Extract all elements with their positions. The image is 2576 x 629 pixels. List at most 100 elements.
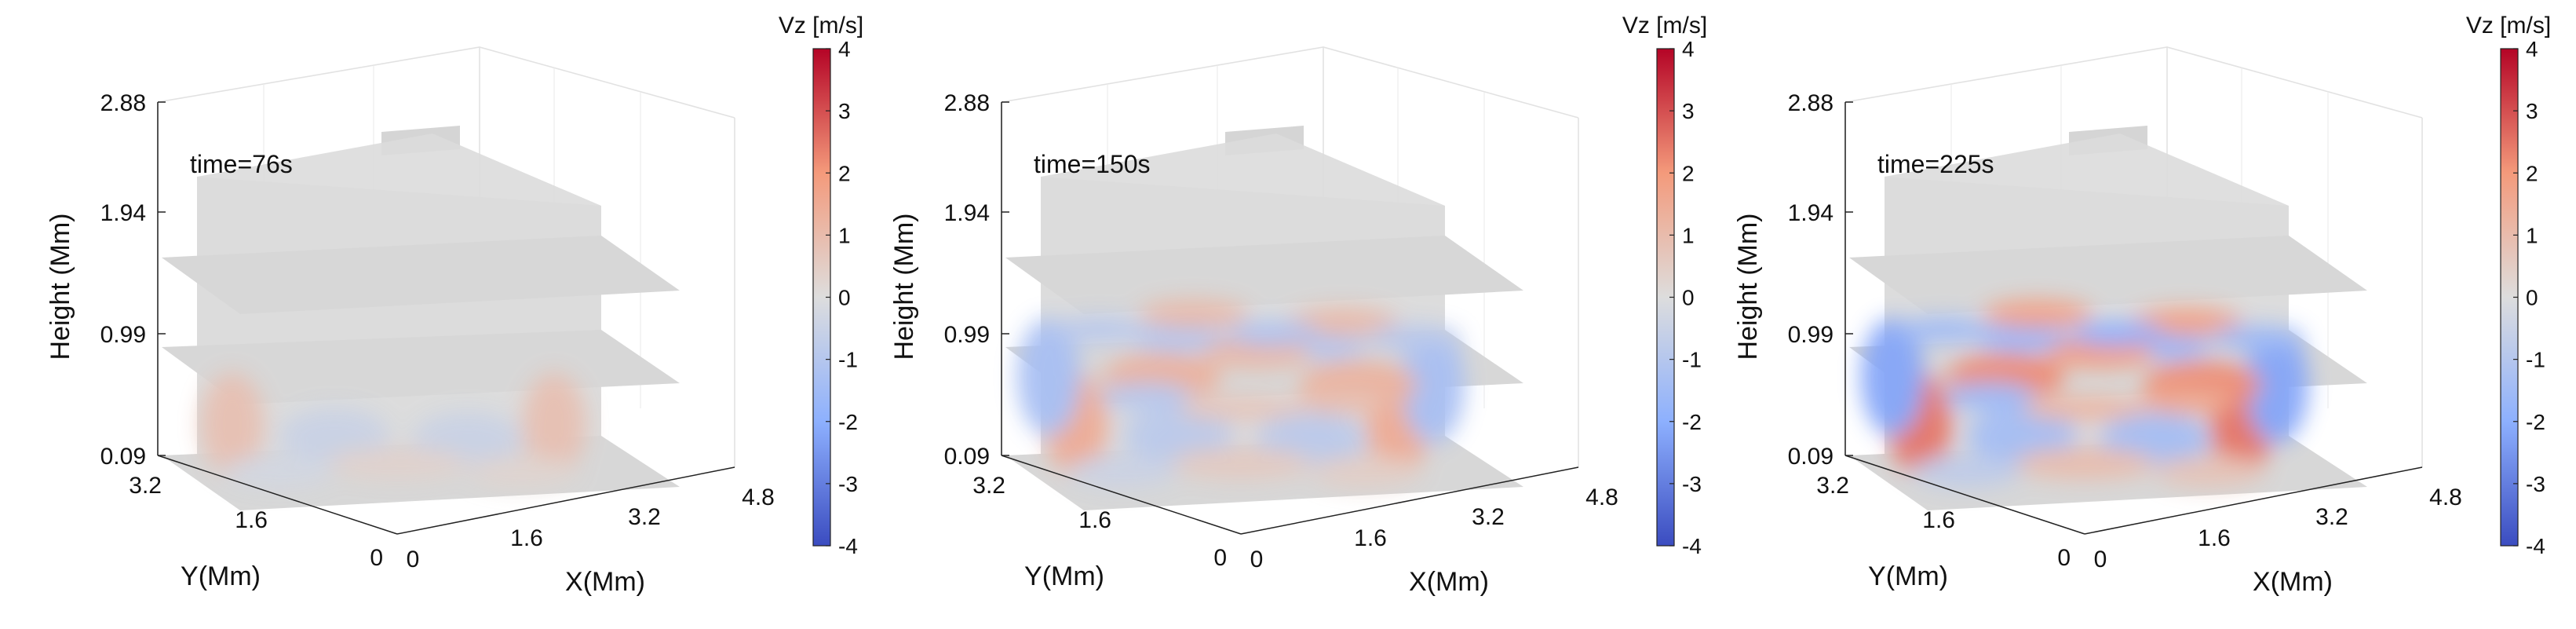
colorbar-tick-label: 0: [838, 286, 851, 310]
velocity-blob: [2140, 386, 2234, 415]
velocity-blob: [1178, 396, 1304, 421]
colorbar-tick-label: -3: [1682, 472, 1702, 496]
colorbar-tick-label: -2: [2526, 410, 2545, 434]
x-axis-label: X(Mm): [1409, 567, 1489, 597]
x-axis-line: [396, 466, 735, 535]
vertical-slice-top: [1885, 133, 2289, 251]
velocity-blob: [224, 455, 334, 487]
x-tick-label: 4.8: [2429, 485, 2462, 510]
x-axis-label: X(Mm): [2253, 567, 2333, 597]
x-tick-label: 0: [1250, 547, 1264, 572]
z-tick-label: 2.88: [1788, 90, 1833, 116]
z-tick-label: 1.94: [1788, 200, 1833, 226]
velocity-blob: [1366, 325, 1461, 350]
z-tick-label: 0.09: [944, 444, 990, 470]
velocity-blob: [1123, 408, 1233, 463]
colorbar-label: Vz [m/s]: [1622, 13, 1707, 38]
z-tick-label: 1.94: [944, 200, 990, 226]
velocity-blob: [1017, 318, 1080, 436]
y-axis-line: [1001, 455, 1242, 535]
velocity-field: [1861, 300, 2308, 487]
colorbar-tick-label: 0: [2526, 286, 2538, 310]
colorbar-tick-label: -2: [838, 410, 858, 434]
colorbar-tick-label: 4: [1682, 37, 1695, 61]
velocity-blob: [2210, 325, 2304, 350]
box-top-edge: [1844, 46, 2423, 119]
colorbar-tick-label: -3: [838, 472, 858, 496]
colorbar-tick-label: -1: [838, 348, 858, 372]
colorbar-tick-label: -3: [2526, 472, 2545, 496]
colorbar-tick-label: -4: [1682, 534, 1702, 558]
velocity-blob: [201, 373, 264, 475]
colorbar-tick-label: -1: [1682, 348, 1702, 372]
velocity-blob: [1975, 324, 2069, 352]
y-axis-line: [1844, 455, 2085, 535]
z-tick-label: 2.88: [100, 90, 146, 116]
colorbar-label: Vz [m/s]: [779, 13, 863, 38]
colorbar-tick-label: 3: [2526, 99, 2538, 123]
chart-panel-2: 0.09 0.99 1.94 2.88 Height (Mm) 0 1.6 3.2 Y(Mm) 0…: [889, 13, 1707, 597]
y-tick-label: 0: [370, 545, 383, 571]
velocity-blob: [1983, 300, 2093, 328]
velocity-blob: [1131, 324, 1225, 352]
colorbar-tick-label: 2: [2526, 161, 2538, 185]
colorbar-tick-label: 3: [838, 99, 851, 123]
colorbar-tick-label: -2: [1682, 410, 1702, 434]
colorbar-tick-label: 0: [1682, 286, 1695, 310]
z-axis-label: Height (Mm): [1733, 213, 1763, 360]
x-tick-label: 1.6: [510, 525, 543, 551]
velocity-blob: [2045, 339, 2155, 368]
x-axis-line: [2084, 466, 2423, 535]
x-tick-label: 0: [407, 547, 420, 572]
colorbar-tick-label: -4: [2526, 534, 2545, 558]
y-tick-label: 3.2: [129, 473, 162, 499]
colorbar-tick-label: 4: [838, 37, 851, 61]
velocity-blob: [1202, 339, 1312, 368]
box-top-edge: [1001, 46, 1579, 119]
velocity-blob: [2069, 321, 2163, 346]
velocity-blob: [1896, 317, 1990, 342]
velocity-blob: [1861, 318, 1924, 436]
z-tick-label: 0.09: [100, 444, 146, 470]
velocity-blob: [1312, 455, 1421, 487]
y-tick-label: 0: [2057, 545, 2071, 571]
y-tick-label: 1.6: [1922, 507, 1955, 533]
z-axis-label: Height (Mm): [889, 213, 919, 360]
x-tick-label: 4.8: [742, 485, 775, 510]
z-tick-label: 0.99: [100, 322, 146, 348]
x-tick-label: 3.2: [1472, 504, 1505, 530]
horizontal-slice-upper: [1005, 236, 1523, 314]
velocity-blob: [279, 408, 389, 463]
y-tick-label: 1.6: [1078, 507, 1111, 533]
colorbar-tick-label: 1: [2526, 223, 2538, 247]
colorbar-tick-label: 3: [1682, 99, 1695, 123]
velocity-blob: [468, 455, 578, 487]
velocity-blob: [1967, 408, 2077, 463]
x-tick-label: 4.8: [1585, 485, 1618, 510]
velocity-blob: [2155, 455, 2265, 487]
chart-panel-3: 0.09 0.99 1.94 2.88 Height (Mm) 0 1.6 3.2 Y(Mm) 0…: [1733, 13, 2551, 597]
z-tick-label: 0.09: [1788, 444, 1833, 470]
colorbar-tick-label: 1: [838, 223, 851, 247]
vertical-slice-top: [1041, 133, 1445, 251]
y-axis-label: Y(Mm): [181, 561, 261, 591]
y-axis-label: Y(Mm): [1868, 561, 1948, 591]
y-tick-label: 0: [1213, 545, 1227, 571]
y-tick-label: 1.6: [235, 507, 268, 533]
velocity-blob: [2022, 396, 2147, 421]
y-axis-label: Y(Mm): [1024, 561, 1104, 591]
colorbar-tick-label: 2: [1682, 161, 1695, 185]
horizontal-slice-upper: [162, 236, 680, 314]
vertical-slice-top: [197, 133, 601, 251]
chart-panel-1: 0.09 0.99 1.94 2.88 Height (Mm) 0 1.6 3.2 Y(Mm) 0…: [46, 13, 863, 597]
colorbar-tick-label: 4: [2526, 37, 2538, 61]
velocity-blob: [2014, 448, 2155, 479]
velocity-blob: [1225, 321, 1319, 346]
velocity-field: [201, 373, 586, 487]
y-tick-label: 3.2: [1816, 473, 1849, 499]
velocity-blob: [1053, 317, 1147, 342]
colorbar-tick-label: 2: [838, 161, 851, 185]
colorbar-label: Vz [m/s]: [2466, 13, 2551, 38]
